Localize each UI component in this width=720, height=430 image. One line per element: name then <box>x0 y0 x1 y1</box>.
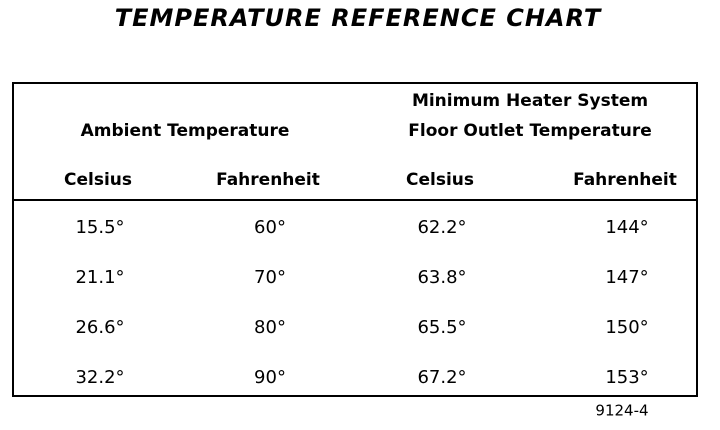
cell: 147° <box>605 267 648 288</box>
column-header: Celsius <box>406 170 474 190</box>
cell: 26.6° <box>75 317 124 338</box>
column-header: Fahrenheit <box>573 170 677 190</box>
cell: 62.2° <box>417 217 466 238</box>
title: TEMPERATURE REFERENCE CHART <box>115 4 602 32</box>
cell: 80° <box>254 317 286 338</box>
table-border <box>12 82 698 397</box>
cell: 21.1° <box>75 267 124 288</box>
cell: 15.5° <box>75 217 124 238</box>
cell: 150° <box>605 317 648 338</box>
cell: 90° <box>254 367 286 388</box>
cell: 32.2° <box>75 367 124 388</box>
figure-id: 9124-4 <box>595 402 648 420</box>
cell: 144° <box>605 217 648 238</box>
cell: 60° <box>254 217 286 238</box>
group-header: Minimum Heater System <box>412 91 648 111</box>
column-header: Fahrenheit <box>216 170 320 190</box>
group-header: Floor Outlet Temperature <box>408 121 651 141</box>
cell: 70° <box>254 267 286 288</box>
cell: 153° <box>605 367 648 388</box>
column-header: Celsius <box>64 170 132 190</box>
cell: 65.5° <box>417 317 466 338</box>
cell: 67.2° <box>417 367 466 388</box>
cell: 63.8° <box>417 267 466 288</box>
group-header: Ambient Temperature <box>81 121 290 141</box>
